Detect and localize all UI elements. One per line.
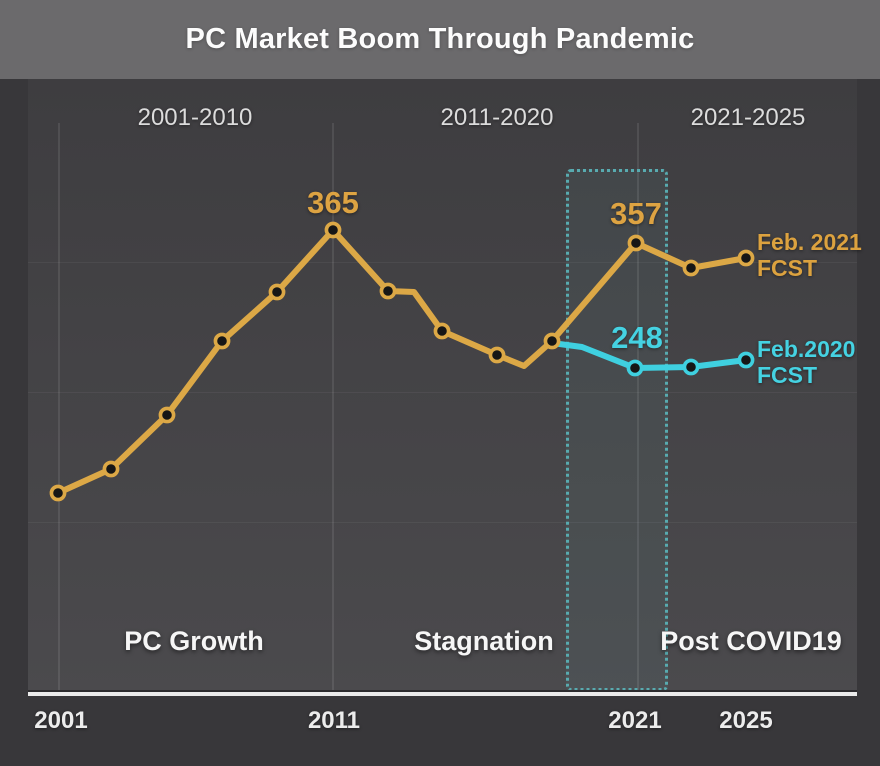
period-label-2021-2025: 2021-2025 — [690, 104, 806, 131]
legend-feb-2021-line1: Feb. 2021 — [757, 229, 862, 255]
feb2020-fcst-line-point — [682, 358, 700, 376]
pc-shipments-line-point — [737, 249, 755, 267]
v-gridline — [58, 123, 60, 690]
pc-shipments-line-point — [49, 484, 67, 502]
pc-shipments-line-point — [488, 346, 506, 364]
legend-feb-2020-fcst: Feb.2020 FCST — [757, 336, 855, 388]
v-gridline — [637, 123, 639, 690]
phase-label-pc-growth: PC Growth — [124, 626, 264, 656]
period-label-2001-2010: 2001-2010 — [137, 104, 253, 131]
legend-feb-2021-fcst: Feb. 2021 FCST — [757, 229, 862, 281]
pc-shipments-line-point — [324, 221, 342, 239]
header-band: PC Market Boom Through Pandemic — [0, 0, 880, 79]
h-gridline — [28, 392, 857, 393]
h-gridline — [28, 522, 857, 523]
legend-feb-2021-line2: FCST — [757, 255, 818, 281]
page-title: PC Market Boom Through Pandemic — [185, 23, 695, 55]
x-tick-2011: 2011 — [307, 707, 361, 734]
feb2020-fcst-line-point — [626, 359, 644, 377]
pc-shipments-line-point — [433, 322, 451, 340]
legend-feb-2020-line2: FCST — [757, 362, 818, 388]
annotation-357: 357 — [610, 196, 662, 231]
x-tick-2025: 2025 — [719, 707, 773, 734]
pc-shipments-line-point — [268, 283, 286, 301]
phase-label-stagnation: Stagnation — [414, 626, 554, 656]
phase-label-post-covid19: Post COVID19 — [660, 626, 842, 656]
feb2020-fcst-line-point — [737, 351, 755, 369]
plot-area — [28, 79, 857, 693]
v-gridline — [332, 123, 334, 690]
pc-shipments-line-point — [102, 460, 120, 478]
period-label-2011-2020: 2011-2020 — [440, 104, 554, 131]
legend-feb-2020-line1: Feb.2020 — [757, 336, 856, 362]
pc-shipments-line — [55, 227, 749, 496]
pandemic-highlight-box — [566, 169, 668, 691]
x-axis-line — [28, 690, 857, 696]
pc-shipments-line-point — [158, 406, 176, 424]
annotation-365: 365 — [307, 185, 359, 220]
pc-shipments-line-point — [682, 259, 700, 277]
x-tick-2001: 2001 — [34, 707, 88, 734]
annotation-248: 248 — [611, 320, 663, 355]
h-gridline — [28, 262, 857, 263]
pc-shipments-line-point — [379, 282, 397, 300]
pc-shipments-line-point — [213, 332, 231, 350]
pc-shipments-line-point — [543, 332, 561, 350]
x-tick-2021: 2021 — [608, 707, 662, 734]
pc-shipments-line-point — [627, 234, 645, 252]
